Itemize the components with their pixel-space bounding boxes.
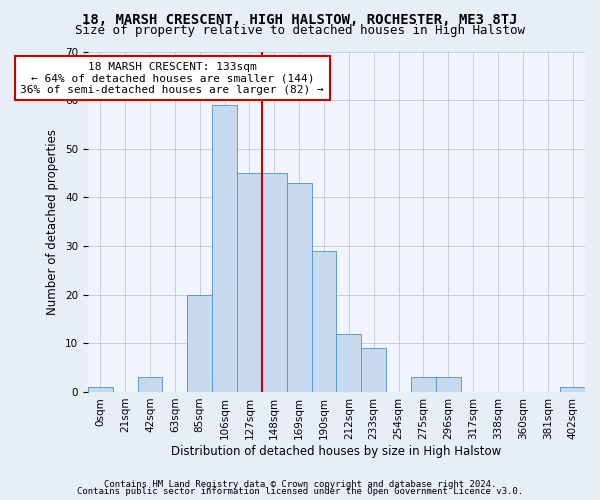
Bar	[337, 334, 361, 392]
Bar	[411, 378, 436, 392]
Text: Size of property relative to detached houses in High Halstow: Size of property relative to detached ho…	[75, 24, 525, 37]
Text: 18, MARSH CRESCENT, HIGH HALSTOW, ROCHESTER, ME3 8TJ: 18, MARSH CRESCENT, HIGH HALSTOW, ROCHES…	[82, 12, 518, 26]
Text: 18 MARSH CRESCENT: 133sqm
← 64% of detached houses are smaller (144)
36% of semi: 18 MARSH CRESCENT: 133sqm ← 64% of detac…	[20, 62, 324, 95]
Text: Contains HM Land Registry data © Crown copyright and database right 2024.: Contains HM Land Registry data © Crown c…	[104, 480, 496, 489]
Bar	[287, 183, 311, 392]
Bar	[361, 348, 386, 392]
Y-axis label: Number of detached properties: Number of detached properties	[46, 128, 59, 314]
X-axis label: Distribution of detached houses by size in High Halstow: Distribution of detached houses by size …	[171, 444, 502, 458]
Bar	[262, 173, 287, 392]
Bar	[237, 173, 262, 392]
Bar	[436, 378, 461, 392]
Bar	[560, 387, 585, 392]
Bar	[311, 251, 337, 392]
Bar	[187, 294, 212, 392]
Bar	[137, 378, 163, 392]
Text: Contains public sector information licensed under the Open Government Licence v3: Contains public sector information licen…	[77, 487, 523, 496]
Bar	[212, 105, 237, 392]
Bar	[88, 387, 113, 392]
